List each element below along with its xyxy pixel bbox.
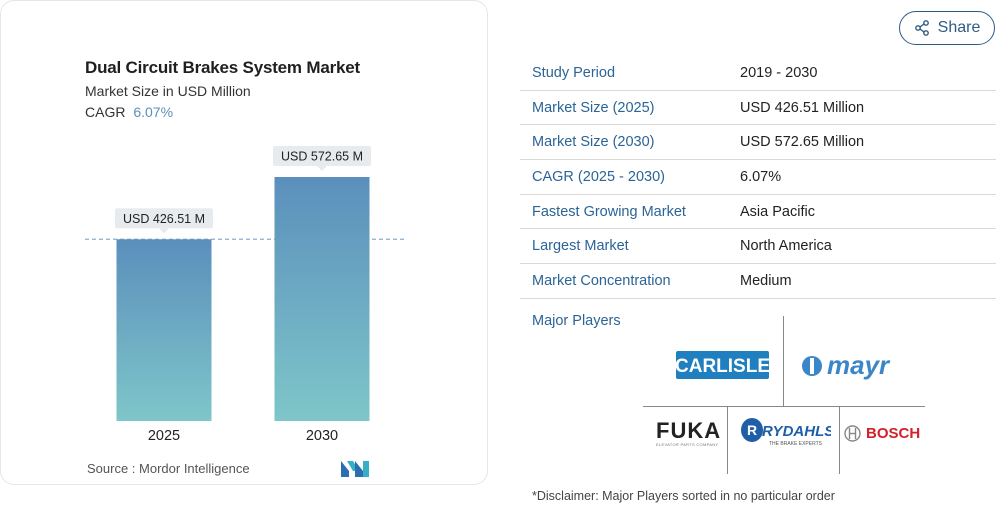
cagr-value: 6.07%	[133, 104, 174, 120]
market-info-table: Study Period 2019 - 2030 Market Size (20…	[520, 56, 996, 299]
grid-divider	[839, 406, 840, 474]
value-label-pointer	[317, 166, 327, 171]
info-row-study-period: Study Period 2019 - 2030	[520, 56, 996, 91]
value-label: USD 572.65 M	[281, 150, 363, 164]
info-row-market-size-2030: Market Size (2030) USD 572.65 Million	[520, 125, 996, 161]
mayr-logo: mayr	[801, 350, 889, 381]
major-players-label: Major Players	[532, 313, 621, 329]
info-label: Market Size (2025)	[532, 99, 655, 116]
fuka-wordmark: FUKA	[656, 418, 722, 443]
bosch-logo: BOSCH	[844, 425, 920, 442]
bar-chart: USD 426.51 M 2025 USD 572.65 M 2030	[85, 146, 404, 444]
rydahls-tagline: THE BRAKE EXPERTS	[769, 441, 823, 447]
rydahls-wordmark: RYDAHLS	[762, 423, 831, 440]
info-row-market-size-2025: Market Size (2025) USD 426.51 Million	[520, 91, 996, 126]
share-button[interactable]: Share	[899, 11, 995, 45]
info-value: Medium	[740, 272, 792, 289]
share-icon	[914, 20, 929, 36]
grid-divider	[643, 406, 925, 407]
bar-2030	[274, 177, 370, 421]
mayr-wordmark: mayr	[827, 350, 890, 380]
info-value: USD 426.51 Million	[740, 99, 865, 116]
carlisle-wordmark: CARLISLE	[676, 356, 769, 377]
info-value: 6.07%	[740, 168, 782, 185]
chart-subtitle: Market Size in USD Million	[85, 83, 251, 99]
info-label: Largest Market	[532, 238, 629, 255]
cagr-label: CAGR	[85, 104, 126, 120]
bosch-armature-icon	[844, 425, 861, 442]
mordor-intelligence-logo	[341, 461, 369, 477]
info-row-fastest-growing: Fastest Growing Market Asia Pacific	[520, 195, 996, 230]
value-label-box	[115, 208, 213, 229]
value-label-box	[273, 146, 371, 166]
grid-divider	[727, 406, 728, 474]
share-label: Share	[937, 19, 981, 36]
cagr-line: CAGR 6.07%	[85, 104, 173, 120]
source-text: Source : Mordor Intelligence	[87, 461, 250, 476]
x-tick-label: 2025	[148, 428, 180, 444]
bar-2025	[116, 239, 212, 421]
rydahls-logo: R RYDAHLS THE BRAKE EXPERTS	[739, 415, 831, 449]
info-label: CAGR (2025 - 2030)	[532, 168, 665, 185]
grid-divider	[783, 316, 784, 406]
info-value: USD 572.65 Million	[740, 134, 865, 151]
info-value: 2019 - 2030	[740, 64, 818, 81]
fuka-logo: FUKA ELEVATOR PARTS COMPANY	[656, 418, 722, 448]
info-value: Asia Pacific	[740, 203, 815, 220]
info-row-concentration: Market Concentration Medium	[520, 264, 996, 299]
carlisle-logo: CARLISLE	[676, 351, 769, 379]
svg-text:R: R	[747, 422, 757, 438]
value-label-pointer	[159, 228, 169, 234]
bosch-wordmark: BOSCH	[866, 425, 921, 442]
disclaimer-text: *Disclaimer: Major Players sorted in no …	[532, 489, 835, 503]
info-label: Study Period	[532, 64, 616, 81]
fuka-tagline: ELEVATOR PARTS COMPANY	[656, 442, 719, 447]
chart-title: Dual Circuit Brakes System Market	[85, 58, 360, 77]
value-label: USD 426.51 M	[123, 212, 205, 226]
x-tick-label: 2030	[306, 428, 338, 444]
info-row-cagr: CAGR (2025 - 2030) 6.07%	[520, 160, 996, 195]
info-label: Fastest Growing Market	[532, 203, 686, 220]
mayr-emblem-icon	[802, 355, 822, 376]
info-row-largest-market: Largest Market North America	[520, 229, 996, 265]
chart-card: Dual Circuit Brakes System Market Market…	[0, 0, 488, 485]
info-label: Market Concentration	[532, 272, 671, 289]
info-label: Market Size (2030)	[532, 134, 655, 151]
info-value: North America	[740, 238, 832, 255]
